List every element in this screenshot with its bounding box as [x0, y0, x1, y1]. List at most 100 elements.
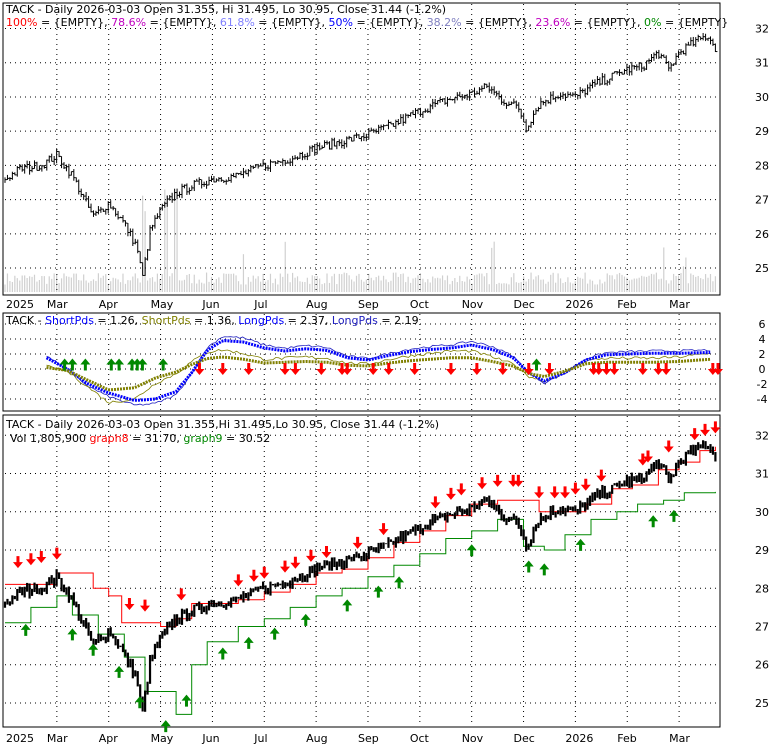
buy-signal-arrow — [539, 563, 550, 576]
fib-level-label: 38.2% — [427, 16, 462, 29]
sell-signal-arrow — [321, 546, 332, 559]
price-y-axis: 25 26 27 28 29 30 31 32 — [755, 23, 769, 276]
buy-signal-arrow — [132, 358, 143, 371]
y-tick-label: 6 — [759, 318, 766, 331]
sell-signal-arrow — [588, 363, 599, 375]
sell-signal-arrow — [124, 598, 135, 611]
sell-signal-arrow — [194, 363, 205, 375]
sell-signal-arrow — [217, 363, 228, 375]
y-tick-label: 0 — [759, 363, 766, 376]
oscillator-series-name: ShortPds — [45, 314, 94, 327]
panel-price: 25 26 27 28 29 30 31 32 2025 Mar Apr May Jun Jul Aug S… — [2, 2, 769, 311]
sell-signal-arrow — [508, 474, 519, 487]
oscillator-series-value: = 2.19 — [378, 314, 419, 327]
x-tick-label: Sep — [358, 298, 379, 311]
oscillator-series-value: = 1.26, — [94, 314, 142, 327]
price-bars — [4, 32, 718, 276]
sell-signal-arrow — [378, 523, 389, 536]
panel-bands: 25 26 27 28 29 30 31 32 2025 Mar Apr May Jun Jul Aug S… — [2, 414, 769, 745]
sell-signal-arrow — [316, 363, 327, 375]
sell-signal-arrow — [430, 496, 441, 509]
x-tick-label: May — [151, 732, 174, 745]
x-tick-label: 2025 — [6, 732, 34, 745]
sell-signal-arrow — [513, 474, 524, 487]
x-tick-label: Jul — [253, 732, 267, 745]
y-tick-label: 27 — [755, 194, 769, 207]
sell-signal-arrow — [637, 453, 648, 466]
x-tick-label: 2025 — [6, 298, 34, 311]
fib-level-label: 78.6% — [111, 16, 146, 29]
sell-signal-arrow — [477, 477, 488, 490]
buy-signal-arrow — [648, 515, 659, 528]
sell-signal-arrow — [280, 363, 291, 375]
sell-signal-arrow — [713, 363, 723, 375]
buy-signal-arrow — [217, 647, 228, 660]
sell-signal-arrow — [445, 487, 456, 500]
x-tick-label: Sep — [358, 732, 379, 745]
bands-y-axis: 25 26 27 28 29 30 31 32 — [755, 429, 769, 710]
sell-signal-arrow — [580, 478, 591, 491]
fibonacci-legend: 100% = {EMPTY}, 78.6% = {EMPTY}, 61.8% =… — [6, 16, 728, 29]
sell-signal-arrow — [445, 363, 456, 375]
panel-bands-frame — [2, 414, 721, 728]
y-tick-label: 30 — [755, 91, 769, 104]
fib-level-value: = {EMPTY}, — [462, 16, 536, 29]
price-title: TACK - Daily 2026-03-03 Open 31.355, Hi … — [5, 3, 446, 16]
buy-signal-arrow — [531, 358, 542, 371]
sell-signal-arrow — [51, 547, 62, 560]
fib-level-label: 50% — [329, 16, 353, 29]
fib-level-value: = {EMPTY}, — [146, 16, 220, 29]
x-tick-label: Mar — [47, 298, 68, 311]
buy-signal-arrow — [20, 623, 31, 636]
sell-signal-arrow — [700, 423, 711, 436]
buy-signal-arrow — [394, 576, 405, 589]
sell-signal-arrow — [25, 553, 36, 566]
fib-level-label: 61.8% — [220, 16, 255, 29]
x-tick-label: Oct — [410, 732, 430, 745]
sell-signal-arrow — [290, 363, 301, 375]
sell-signal-arrow — [497, 363, 508, 375]
buy-signal-arrow — [243, 636, 254, 649]
sell-signal-arrow — [337, 363, 348, 375]
y-tick-label: -2 — [757, 378, 768, 391]
long-period-line — [45, 339, 711, 402]
fib-level-value: = {EMPTY}, — [37, 16, 111, 29]
oscillator-series-name: LongPds — [332, 314, 378, 327]
buy-signal-arrow — [127, 358, 138, 371]
x-tick-label: 2026 — [565, 732, 593, 745]
x-tick-label: Aug — [306, 732, 327, 745]
buy-signal-arrow — [88, 643, 99, 656]
bands-series-name: graph8 — [89, 432, 128, 445]
fib-level-value: = {EMPTY}, — [255, 16, 329, 29]
price-x-axis: 2025 Mar Apr May Jun Jul Aug Sep Oct Nov Dec 2026 Fe… — [6, 298, 690, 311]
x-tick-label: Dec — [514, 732, 535, 745]
buy-signal-arrow — [59, 358, 70, 371]
x-tick-label: Feb — [617, 732, 636, 745]
oscillator-y-axis: -4 -2 0 2 4 6 — [757, 318, 768, 406]
buy-signal-arrow — [160, 720, 171, 733]
y-tick-label: 4 — [759, 333, 766, 346]
y-tick-label: 25 — [755, 697, 769, 710]
x-tick-label: 2026 — [565, 298, 593, 311]
sell-signal-arrow — [689, 428, 700, 441]
sell-signal-arrow — [570, 482, 581, 495]
y-tick-label: 29 — [755, 544, 769, 557]
fib-level-value: = {EMPTY}, — [570, 16, 644, 29]
sell-signal-arrow — [409, 363, 420, 375]
fib-level-value: = {EMPTY}, — [353, 16, 427, 29]
buy-signal-arrow — [137, 358, 148, 371]
bands-price-bars — [3, 440, 717, 712]
sell-signal-arrow — [305, 549, 316, 562]
x-tick-label: Mar — [669, 298, 690, 311]
sell-signal-arrow — [653, 363, 664, 375]
oscillator-series-value: = 1.36, — [191, 314, 239, 327]
y-tick-label: 31 — [755, 468, 769, 481]
y-tick-label: 26 — [755, 659, 769, 672]
fib-level-value: = {EMPTY} — [661, 16, 728, 29]
graph8-line — [5, 446, 716, 627]
sell-signal-arrow — [523, 363, 534, 375]
fib-level-label: 23.6% — [535, 16, 570, 29]
sell-signal-arrow — [593, 363, 604, 375]
y-tick-label: 32 — [755, 23, 769, 36]
